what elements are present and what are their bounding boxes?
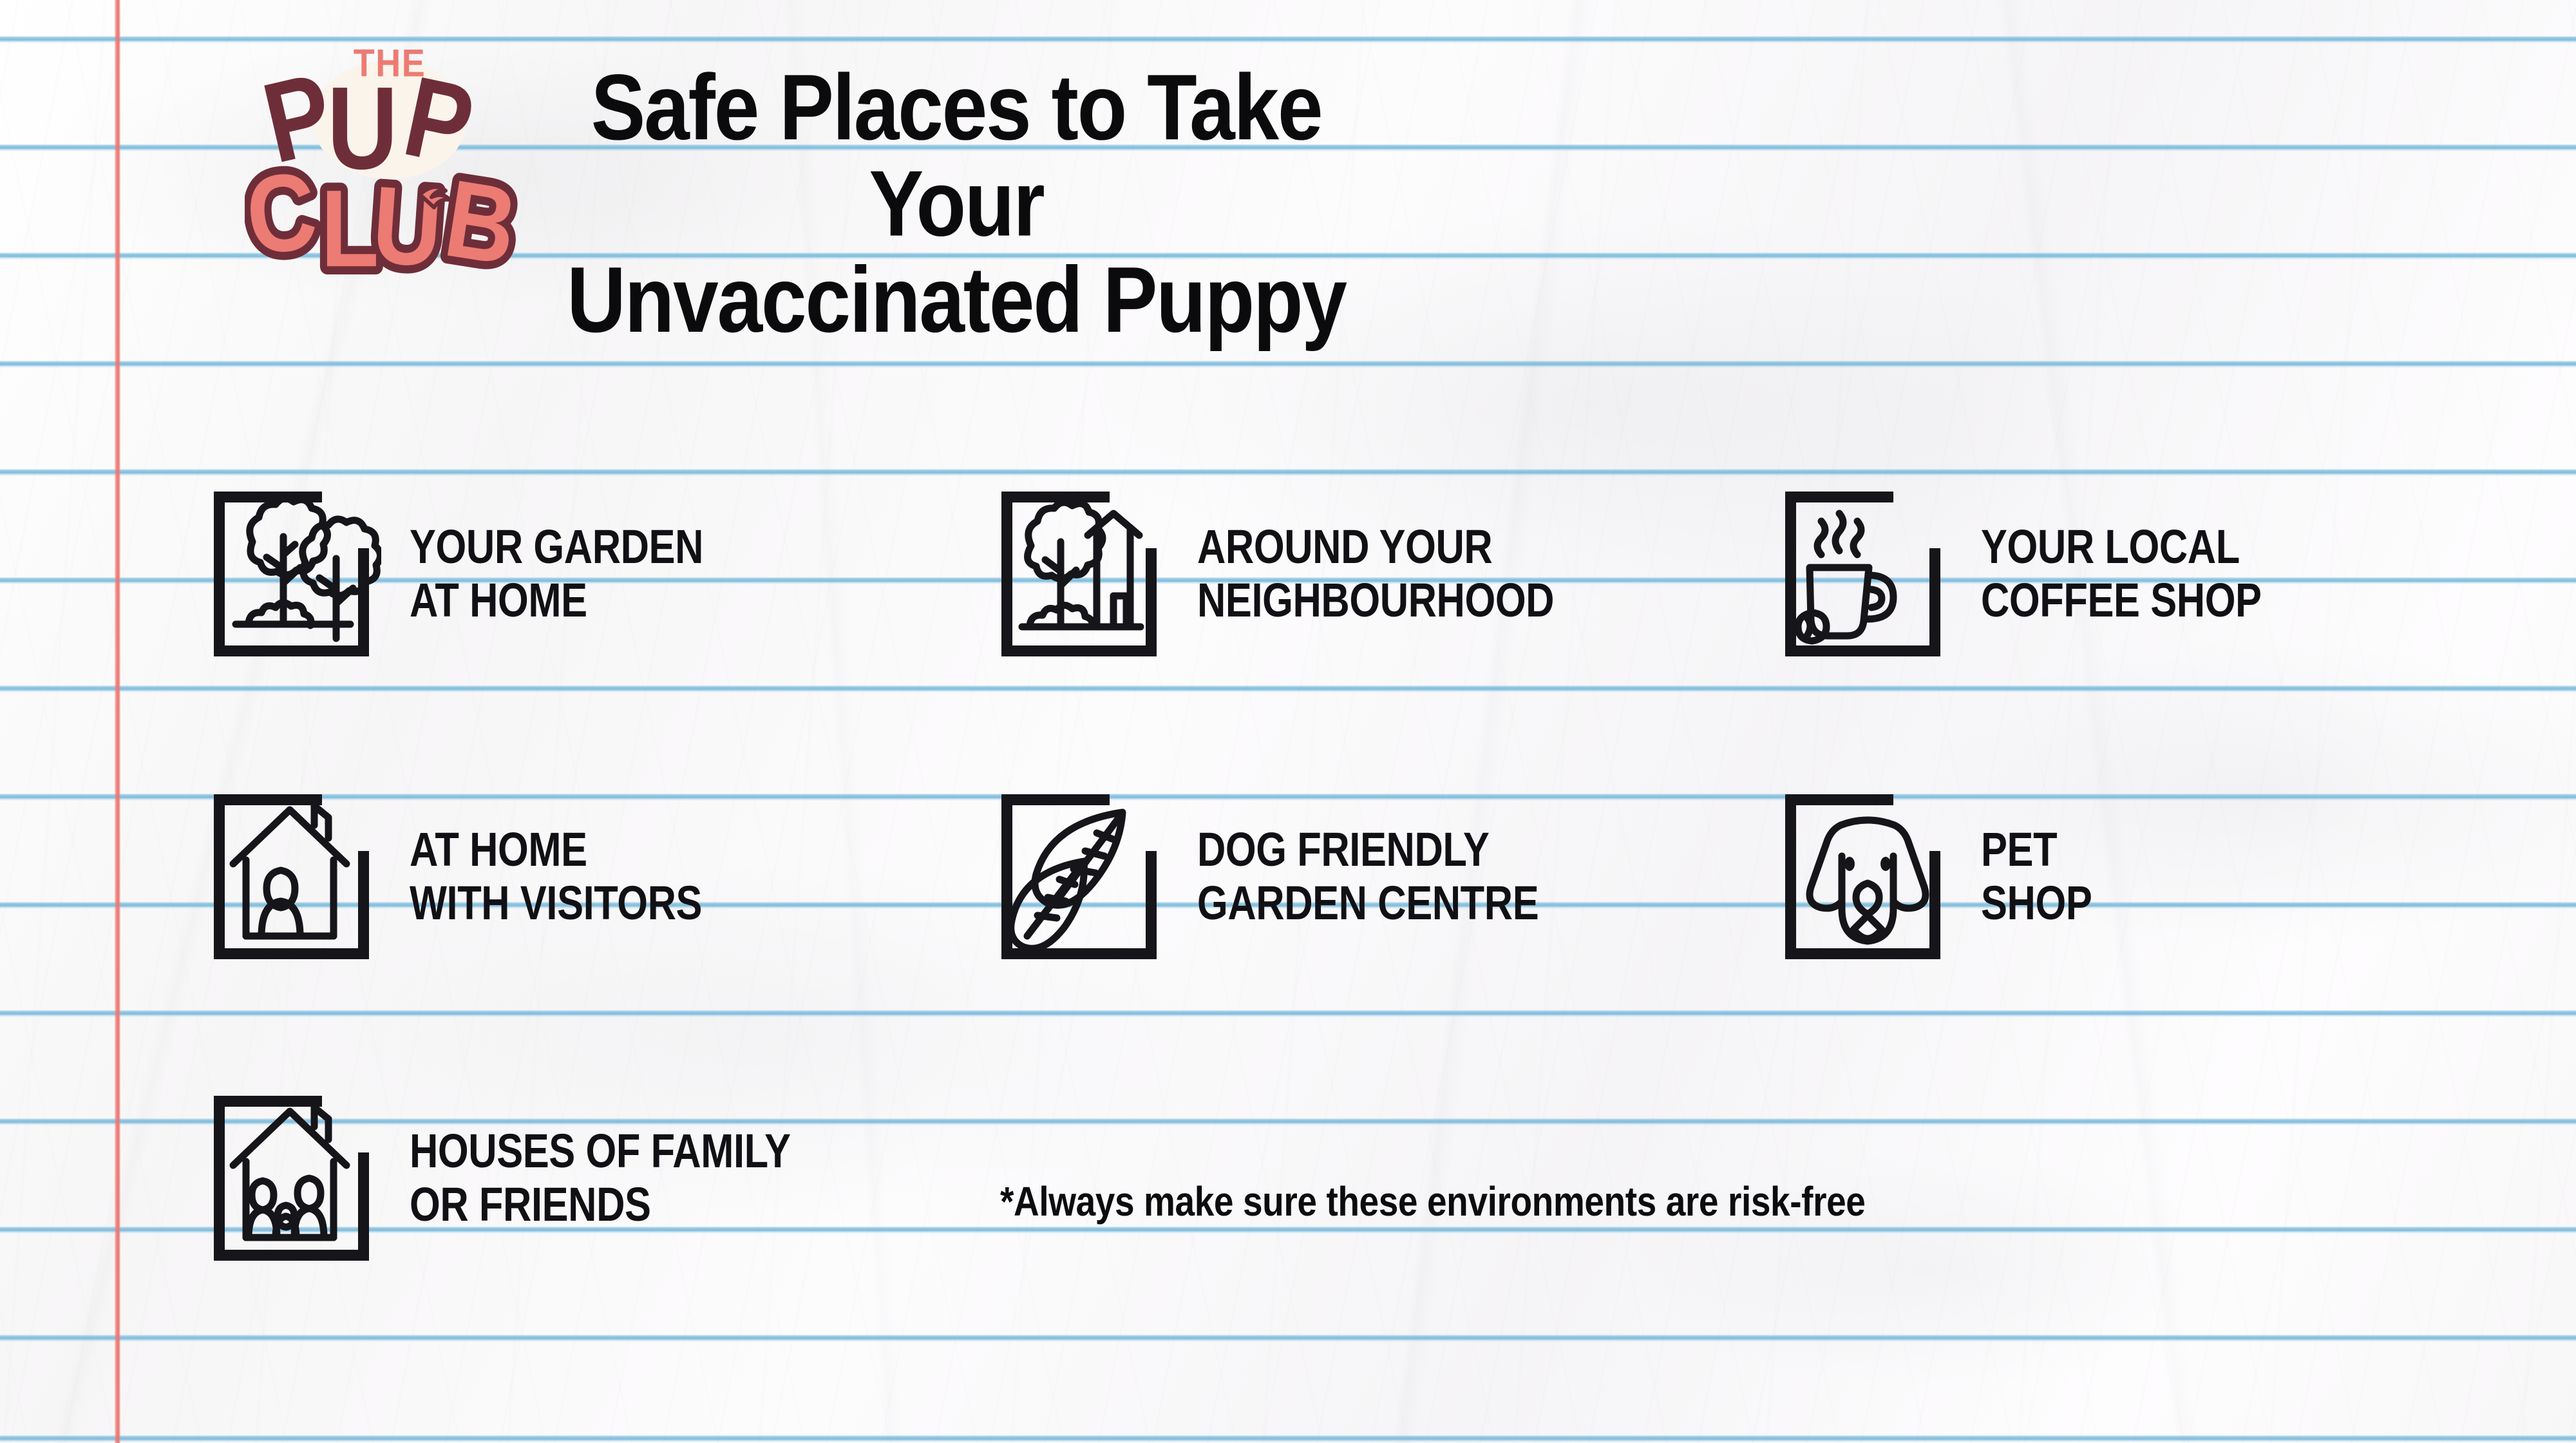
tree-house-icon xyxy=(1000,486,1169,662)
pup-club-logo: THE P U P C L U B C L xyxy=(245,43,547,300)
logo-the-text: THE xyxy=(354,43,426,85)
logo-tail-flourish xyxy=(418,185,451,209)
trees-icon xyxy=(213,486,381,662)
ruled-line xyxy=(0,1010,2576,1017)
svg-text:U: U xyxy=(369,163,446,290)
item-label: AT HOME WITH VISITORS xyxy=(410,823,703,930)
leaves-icon xyxy=(1000,789,1169,964)
ruled-line xyxy=(0,577,2576,584)
item-around-your-neighbourhood[interactable]: AROUND YOUR NEIGHBOURHOOD xyxy=(1000,486,1558,662)
ruled-line xyxy=(0,685,2576,693)
ruled-line xyxy=(0,1118,2576,1125)
ruled-line xyxy=(0,36,2576,43)
svg-text:C: C xyxy=(245,149,322,278)
item-at-home-with-visitors[interactable]: AT HOME WITH VISITORS xyxy=(213,789,705,964)
item-label: YOUR LOCAL COFFEE SHOP xyxy=(1981,520,2262,627)
margin-line xyxy=(115,0,120,1443)
ruled-line xyxy=(0,361,2576,368)
ruled-line xyxy=(0,902,2576,909)
item-label: YOUR GARDEN AT HOME xyxy=(410,520,704,627)
svg-text:U: U xyxy=(369,163,446,290)
header: THE P U P C L U B C L xyxy=(245,37,2177,347)
item-label: DOG FRIENDLY GARDEN CENTRE xyxy=(1197,823,1539,930)
dog-face-icon xyxy=(1784,789,1953,964)
svg-text:U: U xyxy=(327,62,398,193)
ruled-line xyxy=(0,1227,2576,1234)
ruled-line xyxy=(0,1335,2576,1342)
ruled-line xyxy=(0,469,2576,476)
house-person-icon xyxy=(213,789,381,964)
svg-text:L: L xyxy=(321,167,379,290)
item-dog-friendly-garden-centre[interactable]: DOG FRIENDLY GARDEN CENTRE xyxy=(1000,789,1542,964)
footnote: *Always make sure these environments are… xyxy=(1000,1178,1866,1225)
ruled-line xyxy=(0,1435,2576,1442)
item-pet-shop[interactable]: PET SHOP xyxy=(1784,789,2093,964)
item-houses-of-family-or-friends[interactable]: HOUSES OF FAMILY OR FRIENDS xyxy=(213,1091,795,1266)
coffee-cup-icon xyxy=(1784,486,1953,662)
item-your-garden-at-home[interactable]: YOUR GARDEN AT HOME xyxy=(213,486,706,662)
item-your-local-coffee-shop[interactable]: YOUR LOCAL COFFEE SHOP xyxy=(1784,486,2264,662)
item-label: HOUSES OF FAMILY OR FRIENDS xyxy=(410,1124,791,1232)
ruled-line xyxy=(0,794,2576,801)
svg-text:L: L xyxy=(321,167,379,290)
house-family-icon xyxy=(213,1091,381,1266)
ruled-line xyxy=(0,253,2576,260)
item-label: AROUND YOUR NEIGHBOURHOOD xyxy=(1197,520,1555,627)
ruled-line xyxy=(0,144,2576,151)
svg-text:THE: THE xyxy=(354,43,426,85)
logo-pup-text: P U P xyxy=(252,48,484,193)
item-label: PET SHOP xyxy=(1981,823,2092,930)
title-block: Safe Places to Take Your Unvaccinated Pu… xyxy=(547,37,2177,347)
page-title: Safe Places to Take Your Unvaccinated Pu… xyxy=(567,55,1347,352)
